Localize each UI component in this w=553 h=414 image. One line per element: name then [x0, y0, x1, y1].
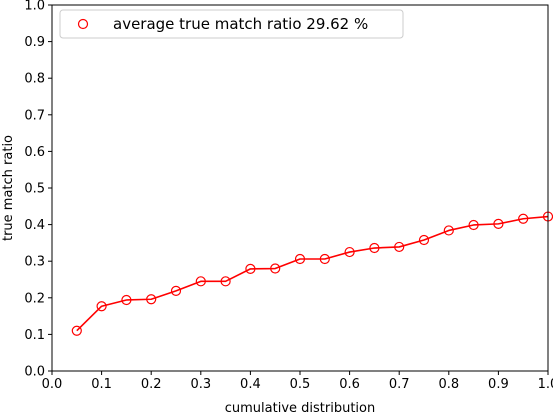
data-point [195, 276, 206, 287]
x-tick-label: 0.2 [141, 377, 162, 392]
data-point [121, 294, 132, 306]
y-tick-label: 0.3 [24, 255, 45, 270]
data-point [418, 234, 430, 246]
data-point [220, 276, 231, 287]
plot-frame [51, 4, 549, 372]
data-point [96, 301, 107, 312]
y-tick-label: 0.6 [24, 145, 45, 160]
data-point [146, 294, 157, 305]
x-tick-label: 0.0 [42, 377, 63, 392]
data-point [270, 263, 281, 274]
x-tick-label: 0.7 [389, 377, 410, 392]
data-point [493, 218, 504, 229]
data-point [245, 263, 256, 274]
data-point [294, 253, 306, 265]
data-point [369, 242, 380, 254]
x-tick-label: 1.0 [538, 377, 553, 392]
y-tick-label: 0.0 [24, 365, 45, 380]
x-tick-label: 0.4 [240, 377, 261, 392]
y-tick-label: 0.4 [24, 218, 45, 233]
data-point [394, 241, 405, 253]
data-point [518, 213, 529, 224]
y-tick-label: 0.5 [24, 182, 45, 197]
y-tick-label: 0.2 [24, 291, 45, 306]
legend: average true match ratio 29.62 % [59, 9, 404, 39]
x-tick-label: 0.3 [190, 377, 211, 392]
data-point [443, 225, 454, 236]
x-axis-label: cumulative distribution [225, 401, 375, 414]
y-tick-label: 1.0 [24, 0, 45, 14]
y-tick-label: 0.8 [24, 72, 45, 87]
x-axis-ticks: 0.0 0.1 0.2 0.3 0.4 0.5 0.6 0.7 0.8 0.9 1.0 [42, 371, 553, 392]
legend-label: average true match ratio 29.62 % [113, 15, 368, 33]
data-point [344, 246, 355, 258]
y-tick-label: 0.9 [24, 35, 45, 50]
y-tick-label: 0.7 [24, 108, 45, 123]
data-point [468, 219, 479, 231]
plot-area [52, 5, 548, 371]
x-tick-label: 0.5 [290, 377, 311, 392]
data-point [71, 325, 82, 336]
x-tick-label: 0.6 [339, 377, 360, 392]
y-axis-ticks: 0.0 0.1 0.2 0.3 0.4 0.5 0.6 0.7 0.8 0.9 1.0 [24, 0, 52, 380]
data-point [319, 253, 330, 265]
y-tick-label: 0.1 [24, 328, 45, 343]
x-tick-label: 0.9 [488, 377, 509, 392]
x-tick-label: 0.1 [91, 377, 112, 392]
x-tick-label: 0.8 [438, 377, 459, 392]
series-layer [71, 211, 553, 336]
y-axis-label: true match ratio [1, 135, 16, 241]
data-point [170, 285, 182, 296]
legend-marker [77, 18, 89, 30]
legend-box [59, 9, 404, 39]
